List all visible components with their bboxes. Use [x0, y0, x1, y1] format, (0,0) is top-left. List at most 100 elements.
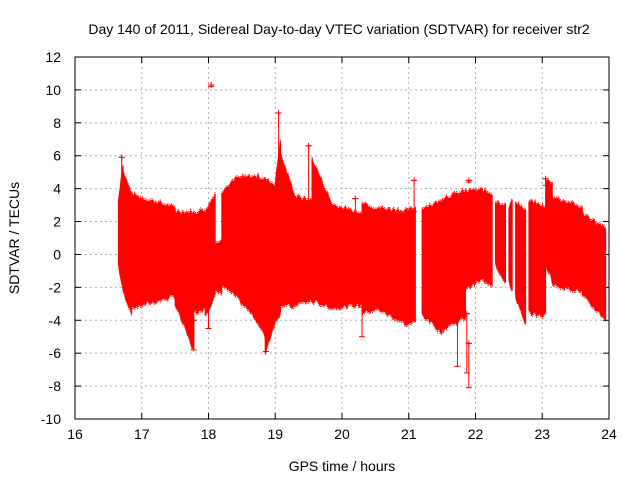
error-cap-upper — [405, 205, 416, 212]
error-cap-lower — [465, 278, 483, 291]
error-bar — [465, 177, 472, 184]
data-series — [117, 81, 607, 389]
error-cap-upper — [465, 186, 483, 192]
error-band — [495, 200, 506, 283]
band-segment — [494, 199, 507, 284]
band-segment — [254, 172, 266, 339]
error-band — [421, 200, 443, 335]
chart-title: Day 140 of 2011, Sidereal Day-to-day VTE… — [88, 21, 590, 37]
error-cap-upper — [545, 178, 553, 185]
error-band — [481, 188, 493, 287]
y-tick-label: -2 — [49, 279, 62, 295]
error-cap-upper — [515, 201, 526, 210]
error-cap-upper — [331, 203, 363, 217]
error-cap-lower — [441, 317, 466, 334]
error-cap-lower — [295, 300, 313, 308]
x-tick-label: 16 — [67, 426, 83, 442]
error-cap-upper — [295, 193, 313, 203]
error-band — [234, 174, 256, 320]
error-cap-upper — [255, 172, 266, 180]
band-segment — [122, 170, 133, 316]
error-cap-lower — [221, 285, 236, 298]
error-cap-upper — [528, 198, 547, 210]
error-band — [122, 171, 133, 315]
error-band — [311, 158, 333, 309]
error-cap-lower — [280, 304, 296, 311]
band-segment — [481, 186, 493, 288]
error-cap-lower — [214, 289, 223, 297]
error-band — [214, 238, 223, 295]
error-cap-lower — [275, 312, 282, 323]
error-cap-upper — [481, 186, 493, 195]
error-cap-lower — [264, 320, 276, 355]
x-axis-label: GPS time / hours — [289, 458, 396, 474]
error-bar — [205, 292, 212, 329]
error-cap-upper — [174, 207, 195, 216]
band-segment — [528, 198, 547, 319]
x-tick-label: 21 — [401, 426, 417, 442]
error-band — [404, 206, 416, 326]
x-tick-label: 19 — [267, 426, 283, 442]
error-cap-lower — [581, 295, 607, 322]
error-cap-upper — [378, 205, 406, 214]
error-bar — [118, 154, 125, 206]
band-segment — [545, 178, 553, 284]
band-segment — [441, 187, 467, 334]
band-segment — [204, 192, 216, 317]
error-band — [528, 199, 547, 318]
y-tick-label: -4 — [49, 312, 62, 328]
error-cap-lower — [234, 295, 256, 321]
band-segment — [421, 199, 443, 336]
band-segment — [404, 205, 416, 328]
error-bar — [465, 340, 472, 389]
x-tick-label: 17 — [134, 426, 150, 442]
error-cap-upper — [264, 177, 276, 187]
error-band — [204, 193, 216, 317]
error-cap-lower — [204, 295, 216, 317]
error-band — [441, 189, 466, 332]
error-band — [465, 187, 483, 289]
error-cap-upper — [221, 176, 236, 193]
error-cap-upper — [495, 199, 507, 207]
error-bar — [411, 177, 418, 213]
error-cap-lower — [508, 280, 513, 293]
band-segment — [465, 186, 483, 291]
x-tick-label: 18 — [201, 426, 217, 442]
band-segment — [331, 203, 363, 312]
error-cap-upper — [441, 187, 467, 200]
band-segment — [214, 238, 223, 297]
error-cap-lower — [404, 321, 416, 328]
error-cap-lower — [545, 263, 553, 284]
x-tick-label: 20 — [334, 426, 350, 442]
error-band — [221, 178, 236, 297]
error-cap-upper — [274, 139, 282, 185]
error-cap-lower — [482, 279, 493, 288]
error-cap-upper — [234, 173, 256, 180]
error-cap-lower — [362, 308, 380, 315]
error-cap-lower — [193, 307, 206, 316]
band-segment — [193, 207, 206, 316]
error-cap-upper — [122, 170, 133, 196]
band-segment — [221, 176, 236, 298]
error-cap-lower — [494, 264, 506, 284]
y-tick-label: 2 — [53, 214, 61, 230]
error-cap-lower — [122, 292, 133, 316]
error-cap-upper — [421, 199, 443, 210]
band-segment — [131, 190, 176, 311]
error-bar — [262, 325, 269, 353]
y-tick-label: 6 — [53, 148, 61, 164]
error-cap-lower — [378, 308, 406, 328]
error-cap-upper — [117, 164, 124, 201]
y-tick-label: -6 — [49, 345, 62, 361]
error-band — [361, 202, 380, 314]
x-tick-label: 24 — [601, 426, 617, 442]
y-tick-label: 8 — [53, 115, 61, 131]
error-bar — [275, 109, 282, 186]
band-segment — [551, 195, 583, 294]
error-bar — [542, 175, 549, 186]
error-cap-lower — [515, 297, 527, 326]
error-band — [193, 208, 206, 314]
band-segment — [280, 152, 296, 311]
